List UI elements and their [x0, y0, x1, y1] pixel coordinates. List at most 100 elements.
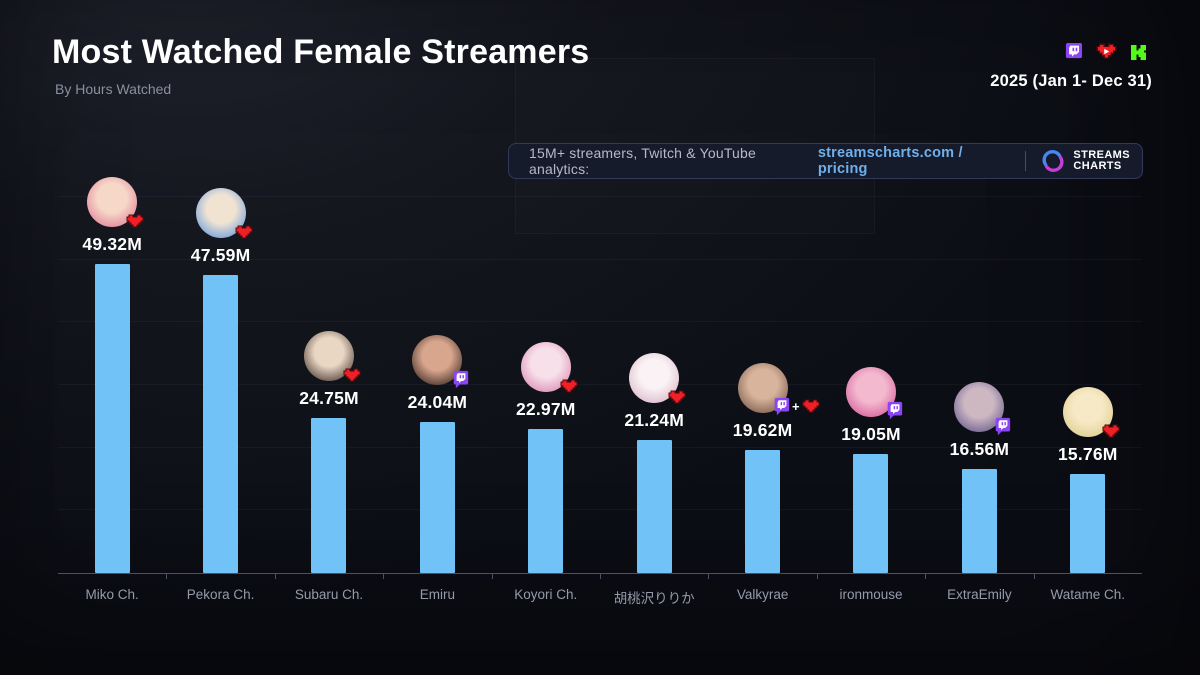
twitch-badge-icon	[454, 370, 469, 388]
streamer-avatar	[954, 382, 1011, 435]
twitch-icon	[1064, 42, 1083, 63]
bar-value-label: 24.75M	[299, 387, 359, 408]
banner-link[interactable]: streamscharts.com / pricing	[817, 145, 963, 177]
streamer-avatar: +	[737, 363, 819, 416]
bar-value-label: 22.97M	[516, 399, 576, 419]
gridline-60M	[58, 195, 1142, 197]
twitch-badge-icon	[774, 398, 790, 416]
platform-badges	[126, 214, 144, 230]
bar-chart: 49.32M Miko Ch. 47.59M Pekora Ch. 24.75M…	[58, 160, 1142, 606]
gridline-20M	[58, 446, 1142, 448]
twitch-badge-icon	[996, 417, 1011, 435]
banner-divider	[1025, 151, 1027, 171]
bar	[94, 263, 130, 573]
gridline-50M	[58, 258, 1142, 260]
x-axis-tick	[600, 573, 601, 579]
heart-badge-icon	[343, 368, 361, 382]
platform-badges	[994, 417, 1011, 436]
streams-charts-swirl-icon	[1042, 150, 1064, 172]
streamer-column: 47.59M Pekora Ch.	[166, 187, 274, 602]
kick-icon	[1130, 44, 1147, 61]
bar-value-label: 15.76M	[1058, 444, 1118, 465]
platform-icons	[1064, 42, 1147, 63]
category-label: Miko Ch.	[85, 587, 139, 602]
twitch-badge-icon	[887, 401, 903, 420]
streams-charts-logo-icon	[1040, 148, 1066, 174]
bar-value-label: 24.04M	[407, 392, 468, 413]
streamer-column: 15.76M Watame Ch.	[1034, 387, 1142, 602]
streamer-avatar	[845, 366, 903, 420]
streams-charts-brand: STREAMS CHARTS	[1040, 148, 1130, 174]
x-axis-tick	[925, 573, 927, 579]
youtube-heart-glyph	[1096, 43, 1117, 59]
streamer-avatar	[87, 176, 144, 228]
platform-badges	[1102, 424, 1120, 440]
category-label: Pekora Ch.	[186, 587, 255, 602]
plus-sign: +	[791, 399, 800, 415]
date-range-label: 2025 (Jan 1- Dec 31)	[990, 72, 1152, 90]
bar-value-label: 19.05M	[841, 423, 901, 444]
youtube-heart-icon	[1096, 43, 1117, 61]
heart-badge-icon	[802, 399, 819, 413]
platform-badges	[886, 401, 903, 420]
twitch-glyph	[1065, 42, 1083, 59]
bar-value-label: 21.24M	[624, 409, 684, 430]
platform-badges: +	[773, 397, 820, 416]
streams-charts-wordmark: STREAMS CHARTS	[1073, 150, 1130, 172]
category-label: Valkyrae	[736, 587, 789, 602]
avatar-image	[954, 382, 1005, 433]
gridline-30M	[58, 383, 1142, 385]
bar	[745, 450, 781, 573]
promo-banner: 15M+ streamers, Twitch & YouTube analyti…	[508, 143, 1143, 179]
gridline-40M	[58, 321, 1142, 323]
x-axis-tick	[491, 573, 493, 579]
avatar-image	[412, 335, 463, 386]
bar	[636, 439, 672, 573]
page-subtitle: By Hours Watched	[55, 81, 172, 97]
bar	[1070, 474, 1106, 573]
x-axis-tick	[383, 573, 385, 579]
heart-badge-icon	[1102, 424, 1120, 438]
gridline-10M	[58, 509, 1142, 511]
bar	[419, 422, 455, 573]
bar	[961, 469, 997, 573]
streamer-column: 19.05M ironmouse	[817, 366, 925, 602]
x-axis-tick	[1033, 573, 1035, 579]
platform-badges	[343, 368, 361, 384]
platform-badges	[452, 370, 469, 389]
streamer-avatar	[412, 335, 469, 388]
kick-glyph	[1131, 45, 1146, 60]
bar	[311, 417, 347, 573]
heart-badge-icon	[668, 390, 686, 404]
bar	[528, 429, 564, 573]
streamer-avatar	[195, 187, 252, 239]
streamer-column: 16.56M ExtraEmily	[925, 382, 1033, 602]
streamer-column: 22.97M Koyori Ch.	[492, 342, 600, 602]
page-title: Most Watched Female Streamers	[52, 33, 590, 71]
brand-line1: STREAMS	[1073, 149, 1130, 161]
streamer-column: + 19.62M Valkyrae	[708, 363, 819, 602]
category-label: ExtraEmily	[947, 587, 1012, 602]
bar-value-label: 49.32M	[82, 233, 142, 254]
bar	[203, 274, 239, 573]
streamer-avatar	[520, 342, 578, 393]
avatar-image	[845, 366, 896, 417]
heart-badge-icon	[235, 225, 252, 239]
x-axis-tick	[166, 573, 168, 579]
bar-value-label: 19.62M	[732, 420, 793, 440]
platform-badges	[668, 390, 686, 406]
category-label: 胡桃沢りりか	[613, 591, 695, 606]
x-axis-tick	[708, 573, 710, 579]
category-label: Koyori Ch.	[514, 587, 578, 602]
streamer-column: 21.24M 胡桃沢りりか	[600, 352, 708, 606]
category-label: Subaru Ch.	[294, 587, 364, 602]
streamer-column: 49.32M Miko Ch.	[58, 176, 166, 602]
banner-text: 15M+ streamers, Twitch & YouTube analyti…	[529, 145, 757, 177]
heart-badge-icon	[126, 214, 144, 228]
bar-value-label: 47.59M	[190, 244, 251, 265]
brand-line2: CHARTS	[1073, 160, 1122, 172]
x-axis-tick	[274, 573, 276, 579]
heart-badge-icon	[560, 379, 578, 393]
category-label: Emiru	[419, 587, 455, 602]
